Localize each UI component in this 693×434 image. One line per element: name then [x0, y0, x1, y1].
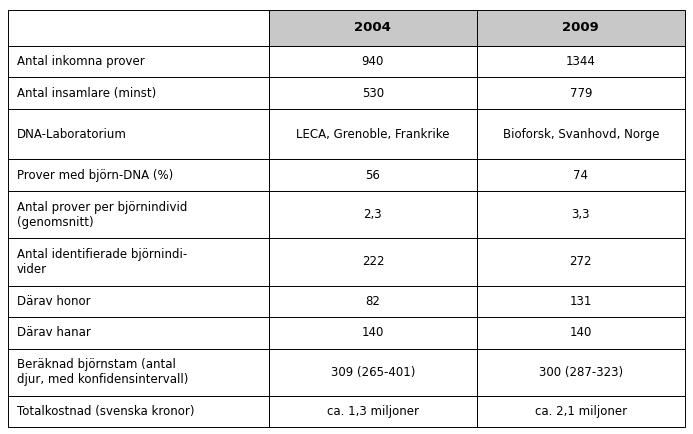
Text: 2004: 2004 — [354, 21, 392, 34]
Bar — [477, 159, 685, 191]
Bar — [269, 159, 477, 191]
Text: 1344: 1344 — [566, 55, 596, 68]
Text: DNA-Laboratorium: DNA-Laboratorium — [17, 128, 127, 141]
Text: 222: 222 — [362, 255, 384, 268]
Bar — [477, 286, 685, 317]
Text: Antal prover per björnindivid
(genomsnitt): Antal prover per björnindivid (genomsnit… — [17, 201, 187, 229]
Text: Beräknad björnstam (antal
djur, med konfidensintervall): Beräknad björnstam (antal djur, med konf… — [17, 358, 188, 386]
Bar — [269, 286, 477, 317]
Bar — [8, 46, 269, 77]
Bar — [269, 396, 477, 427]
Bar — [8, 159, 269, 191]
Bar — [269, 349, 477, 396]
Bar — [8, 109, 269, 159]
Text: 779: 779 — [570, 87, 592, 100]
Text: 300 (287-323): 300 (287-323) — [538, 366, 623, 379]
Bar — [477, 10, 685, 46]
Text: Bioforsk, Svanhovd, Norge: Bioforsk, Svanhovd, Norge — [502, 128, 659, 141]
Bar — [8, 396, 269, 427]
Bar — [477, 238, 685, 286]
Text: Därav hanar: Därav hanar — [17, 326, 91, 339]
Bar — [8, 286, 269, 317]
Bar — [8, 77, 269, 109]
Bar — [8, 191, 269, 238]
Bar — [8, 317, 269, 349]
Text: 140: 140 — [362, 326, 384, 339]
Text: ca. 2,1 miljoner: ca. 2,1 miljoner — [535, 405, 627, 418]
Text: 309 (265-401): 309 (265-401) — [331, 366, 415, 379]
Bar — [477, 77, 685, 109]
Bar — [477, 191, 685, 238]
Bar — [8, 238, 269, 286]
Text: 74: 74 — [573, 169, 588, 182]
Text: Antal identifierade björnindi-
vider: Antal identifierade björnindi- vider — [17, 248, 187, 276]
Text: 56: 56 — [365, 169, 380, 182]
Text: 530: 530 — [362, 87, 384, 100]
Text: LECA, Grenoble, Frankrike: LECA, Grenoble, Frankrike — [296, 128, 450, 141]
Bar — [269, 46, 477, 77]
Text: ca. 1,3 miljoner: ca. 1,3 miljoner — [327, 405, 419, 418]
Text: 272: 272 — [570, 255, 592, 268]
Bar — [269, 238, 477, 286]
Text: 940: 940 — [362, 55, 384, 68]
Text: 2009: 2009 — [563, 21, 599, 34]
Bar — [477, 46, 685, 77]
Bar — [269, 191, 477, 238]
Bar — [477, 396, 685, 427]
Bar — [477, 317, 685, 349]
Bar — [269, 10, 477, 46]
Text: Därav honor: Därav honor — [17, 295, 90, 308]
Bar — [477, 109, 685, 159]
Bar — [8, 10, 269, 46]
Bar — [8, 349, 269, 396]
Text: 140: 140 — [570, 326, 592, 339]
Bar — [269, 77, 477, 109]
Text: 131: 131 — [570, 295, 592, 308]
Text: Antal insamlare (minst): Antal insamlare (minst) — [17, 87, 156, 100]
Text: 3,3: 3,3 — [572, 208, 590, 221]
Text: Totalkostnad (svenska kronor): Totalkostnad (svenska kronor) — [17, 405, 194, 418]
Bar — [477, 349, 685, 396]
Text: 2,3: 2,3 — [364, 208, 383, 221]
Bar — [269, 109, 477, 159]
Bar — [269, 317, 477, 349]
Text: Prover med björn-DNA (%): Prover med björn-DNA (%) — [17, 169, 173, 182]
Text: Antal inkomna prover: Antal inkomna prover — [17, 55, 144, 68]
Text: 82: 82 — [365, 295, 380, 308]
